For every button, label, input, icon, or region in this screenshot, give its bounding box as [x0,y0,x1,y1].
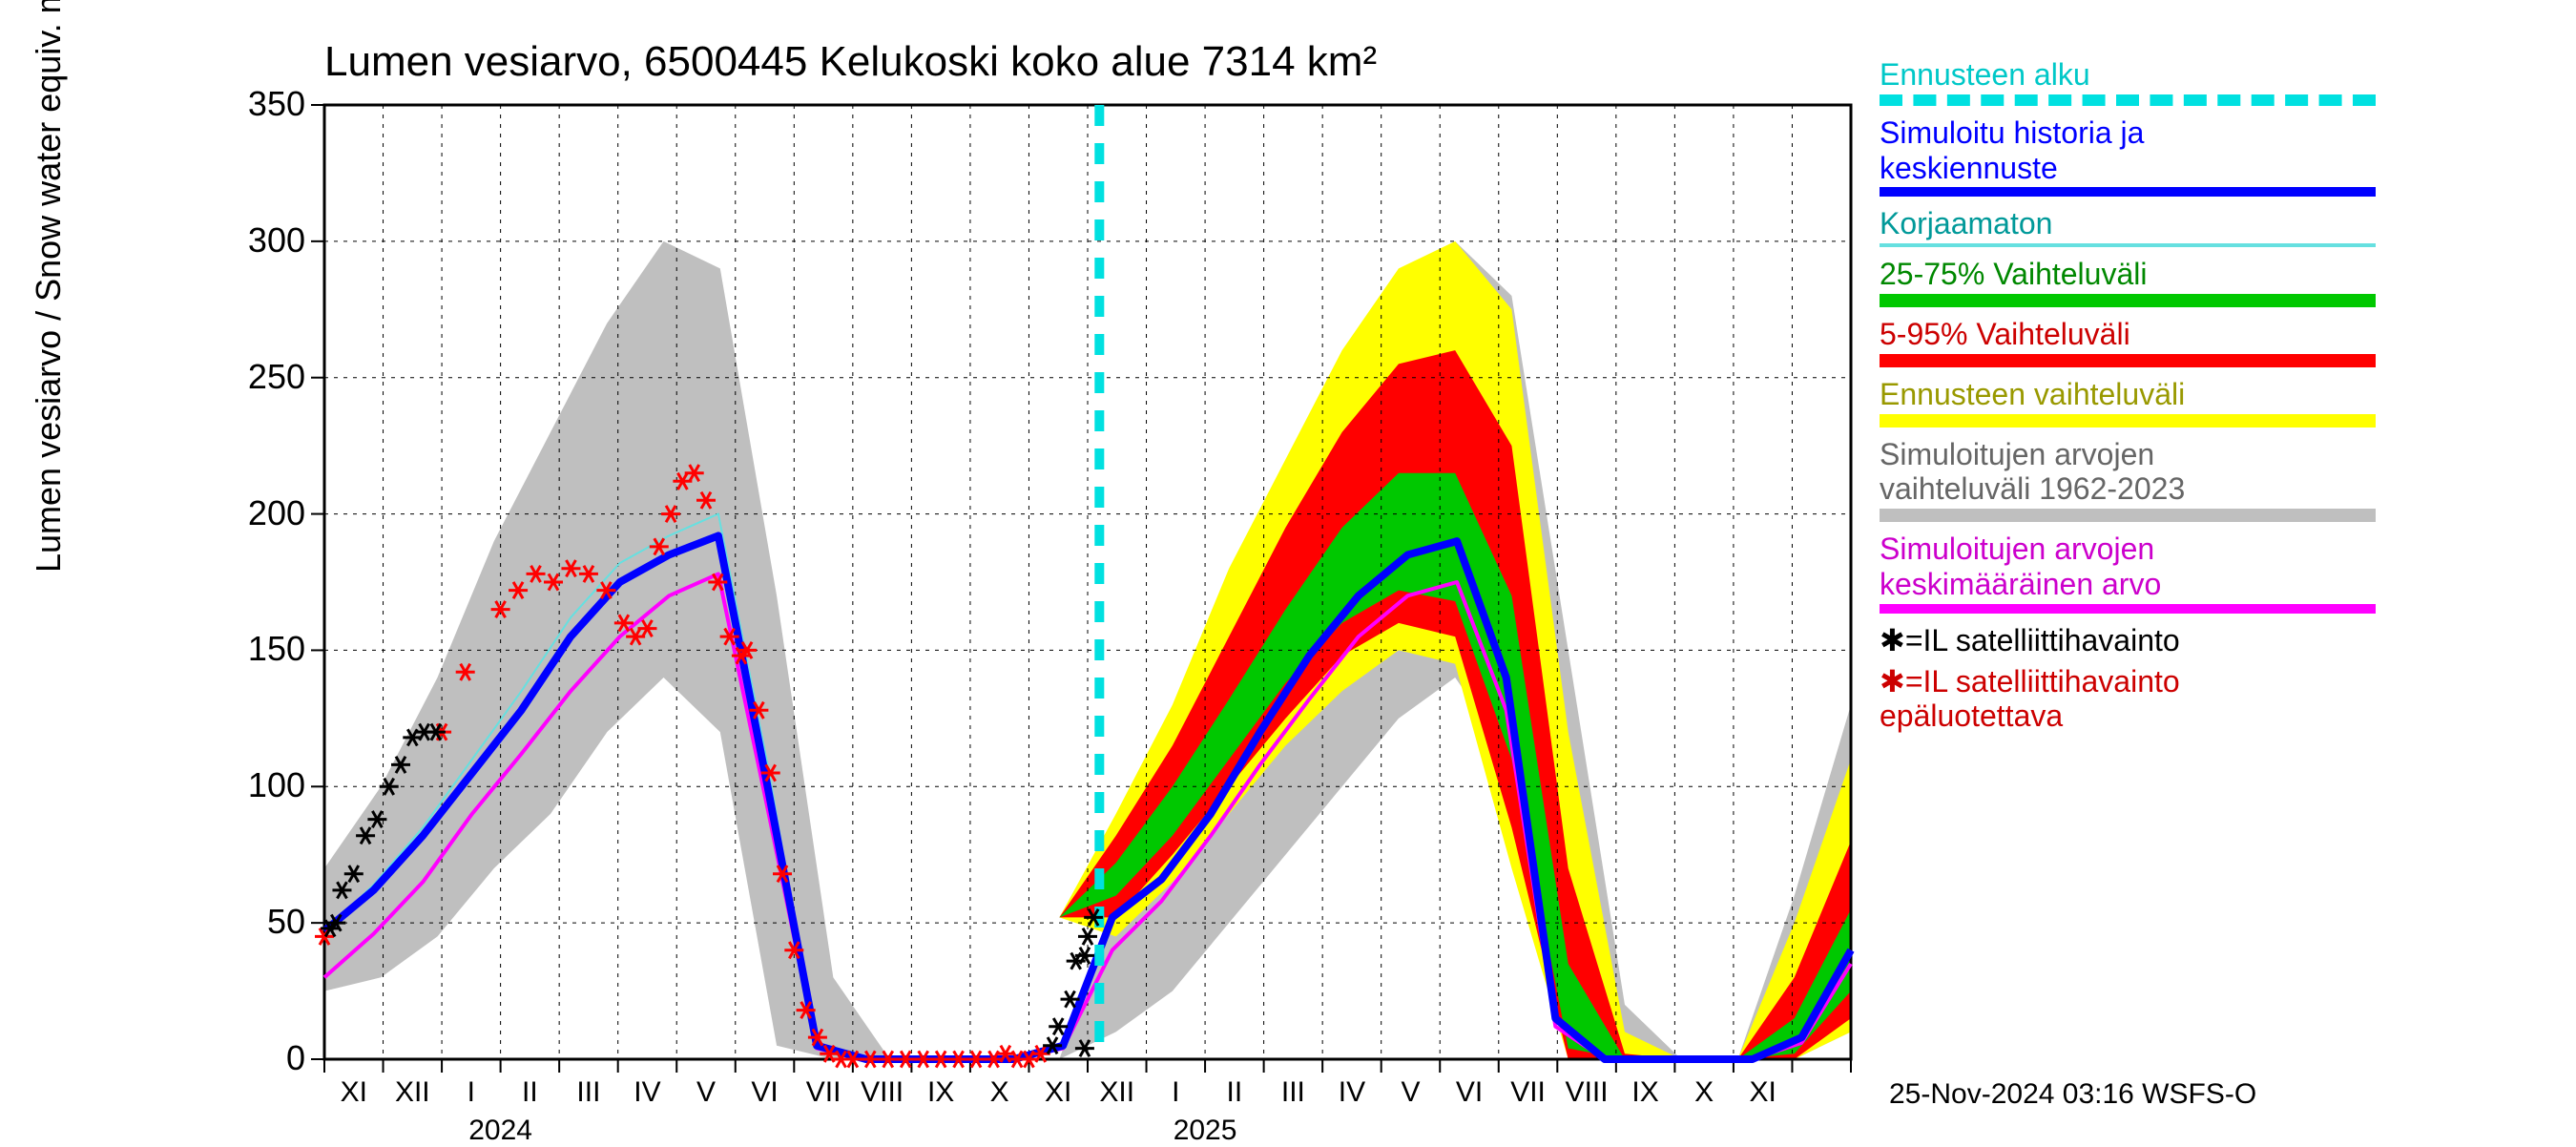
y-tick-label: 150 [219,629,305,669]
legend-item: Ennusteen vaihteluväli [1880,377,2547,428]
x-tick-label: VII [1510,1076,1546,1109]
legend-item: ✱=IL satelliittihavaintoepäluotettava [1880,664,2547,735]
legend-swatch [1880,243,2376,247]
x-tick-label: XI [341,1076,367,1109]
legend-text: ✱=IL satelliittihavainto [1880,623,2547,658]
x-tick-label: VIII [1566,1076,1609,1109]
footer-stamp: 25-Nov-2024 03:16 WSFS-O [1889,1078,2256,1111]
legend-text: Korjaamaton [1880,206,2547,241]
legend-text: 25-75% Vaihteluväli [1880,257,2547,292]
y-tick-label: 300 [219,220,305,261]
x-tick-label: XI [1045,1076,1071,1109]
y-tick-label: 0 [219,1038,305,1078]
legend-item: 5-95% Vaihteluväli [1880,317,2547,367]
x-tick-label: X [990,1076,1009,1109]
x-tick-label: II [522,1076,538,1109]
legend-item: Korjaamaton [1880,206,2547,247]
legend-swatch [1880,187,2376,197]
y-tick-label: 100 [219,765,305,805]
x-tick-label: VIII [861,1076,904,1109]
legend-item: Simuloitujen arvojenkeskimääräinen arvo [1880,532,2547,614]
year-label: 2025 [1174,1115,1237,1147]
legend-text: ✱=IL satelliittihavainto [1880,664,2547,699]
legend: Ennusteen alkuSimuloitu historia jakeski… [1880,57,2547,740]
x-tick-label: I [467,1076,475,1109]
x-tick-label: III [576,1076,600,1109]
x-tick-label: I [1172,1076,1179,1109]
x-tick-label: V [1401,1076,1420,1109]
legend-swatch [1880,94,2376,106]
legend-text: epäluotettava [1880,699,2547,734]
legend-swatch [1880,354,2376,367]
x-tick-label: VII [806,1076,841,1109]
chart-container: Lumen vesiarvo, 6500445 Kelukoski koko a… [0,0,2576,1145]
y-tick-label: 200 [219,493,305,533]
y-tick-label: 350 [219,84,305,124]
x-tick-label: XI [1750,1076,1776,1109]
x-tick-label: VI [751,1076,778,1109]
y-tick-label: 250 [219,357,305,397]
x-tick-label: IX [1631,1076,1658,1109]
legend-text: Ennusteen alku [1880,57,2547,93]
y-tick-label: 50 [219,902,305,942]
legend-item: 25-75% Vaihteluväli [1880,257,2547,307]
x-tick-label: VI [1456,1076,1483,1109]
x-tick-label: XII [1099,1076,1134,1109]
legend-item: Simuloitujen arvojenvaihteluväli 1962-20… [1880,437,2547,523]
year-label: 2024 [468,1115,532,1147]
x-tick-label: IV [634,1076,660,1109]
legend-text: keskimääräinen arvo [1880,567,2547,602]
legend-swatch [1880,294,2376,307]
legend-text: Simuloitujen arvojen [1880,532,2547,567]
x-tick-label: V [696,1076,716,1109]
legend-text: Simuloitujen arvojen [1880,437,2547,472]
x-tick-label: IX [927,1076,954,1109]
legend-item: ✱=IL satelliittihavainto [1880,623,2547,658]
legend-text: Ennusteen vaihteluväli [1880,377,2547,412]
legend-swatch [1880,509,2376,522]
x-tick-label: XII [395,1076,430,1109]
legend-text: 5-95% Vaihteluväli [1880,317,2547,352]
x-tick-label: II [1227,1076,1243,1109]
x-tick-label: III [1281,1076,1305,1109]
legend-item: Ennusteen alku [1880,57,2547,106]
legend-swatch [1880,604,2376,614]
legend-text: keskiennuste [1880,151,2547,186]
x-tick-label: IV [1339,1076,1365,1109]
x-tick-label: X [1694,1076,1714,1109]
legend-swatch [1880,414,2376,428]
legend-text: Simuloitu historia ja [1880,115,2547,151]
legend-item: Simuloitu historia jakeskiennuste [1880,115,2547,198]
legend-text: vaihteluväli 1962-2023 [1880,471,2547,507]
